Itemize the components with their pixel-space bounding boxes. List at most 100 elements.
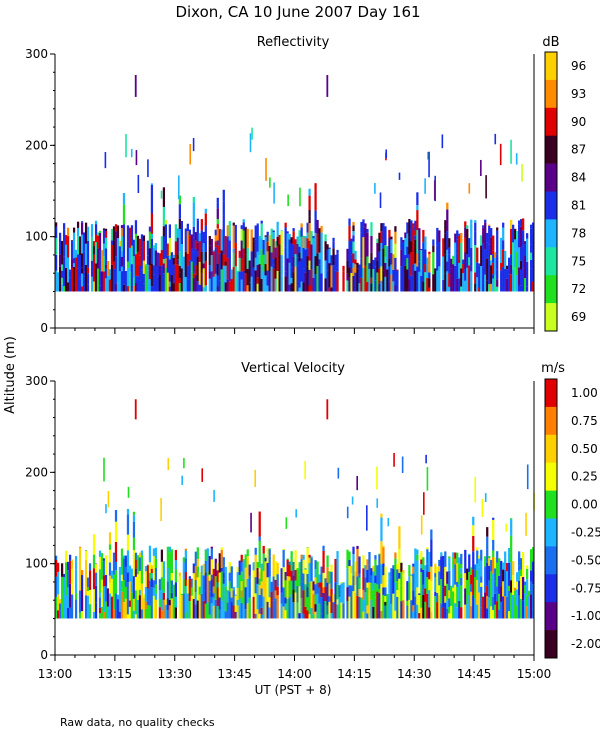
data-cell — [466, 228, 469, 255]
data-cell — [516, 572, 519, 582]
data-cell — [294, 254, 297, 267]
data-cell — [162, 258, 166, 264]
data-cell — [206, 602, 209, 619]
data-cell — [458, 235, 461, 263]
data-cell — [312, 235, 315, 239]
data-cell — [452, 568, 455, 588]
data-cell — [228, 581, 231, 592]
data-cell — [116, 594, 120, 600]
x-tick-label: 13:45 — [217, 667, 252, 681]
data-cell — [428, 254, 431, 273]
data-cell — [426, 571, 429, 578]
data-cell — [394, 582, 397, 595]
data-cell — [174, 241, 177, 265]
data-cell — [402, 241, 405, 256]
data-cell — [92, 534, 96, 547]
data-cell — [416, 560, 419, 588]
data-cell — [164, 219, 168, 225]
data-cell — [152, 587, 156, 596]
data-cell — [286, 233, 289, 259]
data-cell — [422, 590, 425, 595]
data-cell — [168, 286, 172, 292]
data-cell — [476, 247, 479, 263]
data-cell — [490, 571, 493, 586]
data-cell — [160, 561, 164, 578]
data-cell — [336, 599, 339, 605]
data-cell — [202, 263, 205, 269]
data-cell — [430, 529, 433, 540]
data-cell — [404, 265, 407, 292]
data-cell — [378, 232, 381, 252]
data-cell — [110, 228, 114, 241]
data-streak — [269, 177, 271, 188]
data-cell — [118, 246, 122, 272]
data-cell — [314, 183, 317, 192]
data-cell — [352, 610, 355, 619]
data-cell — [358, 264, 361, 284]
data-cell — [218, 229, 221, 254]
data-cell — [482, 266, 485, 292]
data-cell — [242, 270, 245, 292]
data-cell — [418, 613, 421, 619]
data-cell — [354, 264, 357, 273]
data-cell — [216, 202, 219, 209]
data-cell — [400, 237, 403, 250]
data-cell — [308, 269, 311, 286]
data-cell — [158, 275, 162, 292]
colorbar-tick-label: -0.25 — [571, 525, 600, 539]
data-cell — [92, 568, 96, 590]
data-cell — [406, 222, 409, 234]
data-cell — [284, 597, 287, 604]
data-cell — [346, 587, 349, 601]
data-cell — [154, 558, 158, 568]
data-cell — [464, 588, 467, 605]
data-cell — [466, 604, 469, 619]
data-cell — [210, 603, 213, 619]
data-cell — [478, 567, 481, 593]
data-cell — [524, 278, 527, 292]
data-cell — [480, 245, 483, 267]
data-cell — [524, 585, 527, 594]
data-cell — [478, 287, 481, 292]
data-cell — [162, 226, 166, 237]
data-cell — [420, 595, 423, 608]
data-cell — [90, 237, 94, 261]
velocity-colorbar-unit: m/s — [541, 361, 565, 376]
data-cell — [510, 562, 513, 581]
data-cell — [500, 586, 503, 602]
data-cell — [310, 581, 313, 608]
data-cell — [390, 236, 393, 240]
data-cell — [500, 237, 503, 244]
data-cell — [110, 578, 114, 597]
data-cell — [204, 208, 207, 214]
data-cell — [458, 233, 461, 236]
data-cell — [372, 565, 375, 572]
data-cell — [432, 245, 435, 253]
data-cell — [202, 243, 205, 264]
data-cell — [138, 238, 142, 256]
data-cell — [244, 554, 247, 568]
data-cell — [180, 268, 183, 292]
data-cell — [68, 554, 72, 561]
data-cell — [120, 236, 124, 251]
data-cell — [72, 263, 76, 267]
data-cell — [134, 614, 138, 619]
data-cell — [448, 286, 451, 292]
data-cell — [168, 255, 172, 260]
data-cell — [282, 606, 285, 619]
data-cell — [174, 569, 177, 583]
data-cell — [360, 596, 363, 598]
data-cell — [384, 245, 387, 257]
data-cell — [530, 549, 533, 571]
data-cell — [194, 274, 197, 292]
data-cell — [236, 270, 239, 272]
data-cell — [364, 592, 367, 619]
data-cell — [378, 268, 381, 284]
data-cell — [68, 607, 72, 619]
data-cell — [492, 519, 495, 540]
data-cell — [240, 597, 243, 603]
colorbar-tick-label: 81 — [571, 198, 586, 212]
data-cell — [290, 594, 293, 619]
data-cell — [134, 238, 138, 255]
